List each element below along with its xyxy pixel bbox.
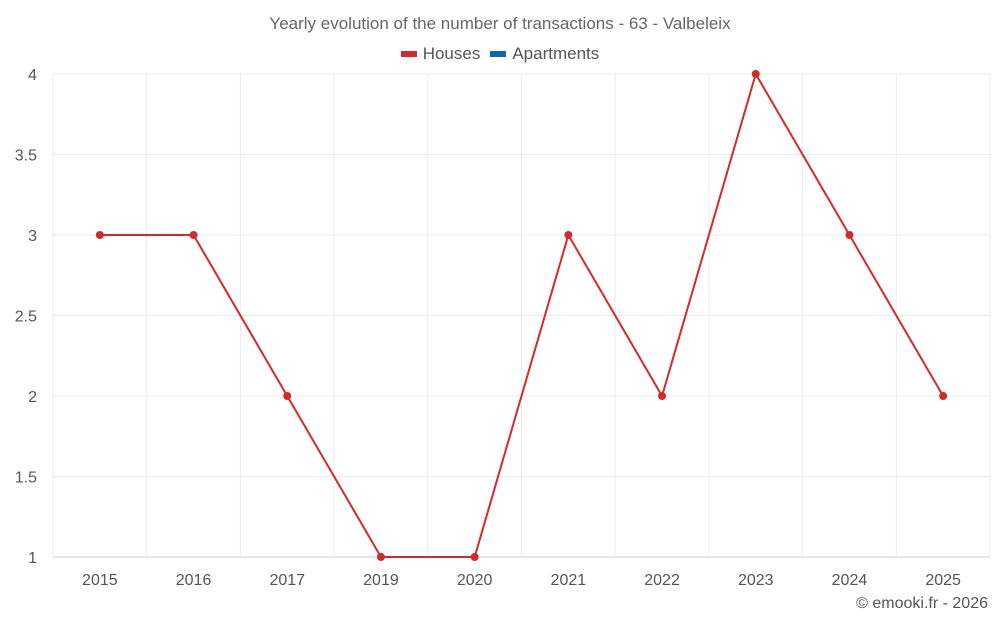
data-point-houses <box>939 392 948 400</box>
data-point-houses <box>189 231 198 239</box>
y-tick-label: 1.5 <box>15 470 37 487</box>
y-tick-label: 3 <box>28 228 37 245</box>
credit-text: © emooki.fr - 2026 <box>856 595 988 612</box>
legend: Houses Apartments <box>0 44 1000 64</box>
y-tick-label: 2.5 <box>15 309 37 326</box>
data-point-houses <box>283 392 292 400</box>
x-tick-label: 2021 <box>551 572 587 589</box>
x-tick-label: 2022 <box>644 572 680 589</box>
x-tick-label: 2023 <box>738 572 774 589</box>
data-point-houses <box>95 231 104 239</box>
x-tick-label: 2025 <box>925 572 961 589</box>
legend-label-houses: Houses <box>422 44 481 63</box>
data-point-houses <box>470 553 479 561</box>
y-tick-label: 3.5 <box>15 148 37 165</box>
legend-swatch-houses <box>400 51 417 57</box>
data-point-houses <box>564 231 573 239</box>
x-tick-label: 2020 <box>457 572 493 589</box>
legend-item-houses[interactable]: Houses <box>400 44 481 64</box>
x-tick-label: 2016 <box>176 572 212 589</box>
x-tick-label: 2024 <box>832 572 868 589</box>
data-point-houses <box>376 553 385 561</box>
data-point-houses <box>658 392 667 400</box>
data-point-houses <box>845 231 854 239</box>
x-tick-label: 2017 <box>269 572 305 589</box>
legend-item-apartments[interactable]: Apartments <box>490 44 599 64</box>
chart-title: Yearly evolution of the number of transa… <box>269 14 731 33</box>
y-tick-label: 1 <box>28 550 37 567</box>
legend-label-apartments: Apartments <box>512 44 600 63</box>
y-tick-label: 4 <box>28 67 37 84</box>
x-tick-label: 2019 <box>363 572 399 589</box>
data-point-houses <box>751 70 760 78</box>
x-tick-label: 2015 <box>82 572 118 589</box>
y-tick-label: 2 <box>28 389 37 406</box>
series-line-houses <box>99 71 945 558</box>
legend-swatch-apartments <box>490 51 507 57</box>
